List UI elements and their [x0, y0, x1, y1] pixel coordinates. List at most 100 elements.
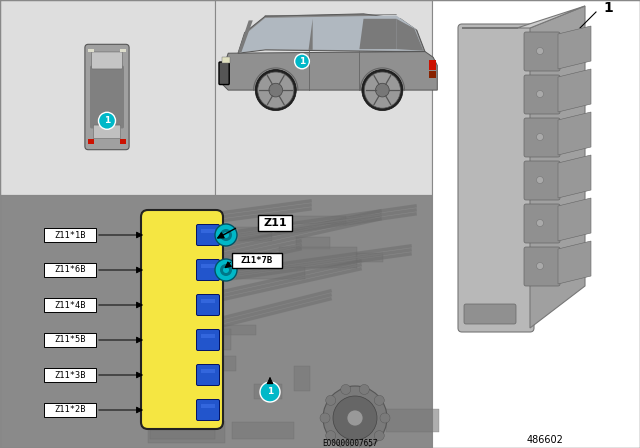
Polygon shape: [238, 21, 253, 52]
Polygon shape: [396, 19, 424, 51]
FancyBboxPatch shape: [219, 62, 229, 85]
Circle shape: [536, 47, 543, 55]
Circle shape: [320, 413, 330, 423]
Circle shape: [220, 229, 232, 241]
Polygon shape: [220, 52, 437, 90]
Bar: [44, 368, 96, 382]
Bar: [201, 299, 215, 303]
Bar: [254, 384, 282, 399]
Text: Z11*5B: Z11*5B: [54, 336, 86, 345]
FancyBboxPatch shape: [92, 52, 122, 69]
Text: Z11*3B: Z11*3B: [54, 370, 86, 379]
Bar: [154, 250, 172, 261]
Circle shape: [380, 413, 390, 423]
Polygon shape: [558, 155, 591, 198]
FancyBboxPatch shape: [524, 204, 560, 243]
Circle shape: [340, 384, 351, 395]
Polygon shape: [530, 6, 585, 328]
Polygon shape: [240, 16, 424, 52]
Text: 1: 1: [299, 57, 305, 66]
Circle shape: [347, 410, 363, 426]
Text: 1: 1: [104, 116, 110, 125]
Bar: [120, 48, 125, 52]
Circle shape: [269, 83, 283, 97]
Circle shape: [364, 72, 401, 108]
Bar: [201, 334, 215, 338]
FancyBboxPatch shape: [524, 247, 560, 286]
Bar: [213, 227, 273, 241]
Circle shape: [215, 224, 237, 246]
Text: Z11*4B: Z11*4B: [54, 301, 86, 310]
Bar: [172, 241, 191, 263]
Text: 1: 1: [603, 1, 613, 15]
FancyBboxPatch shape: [196, 224, 220, 246]
Bar: [429, 71, 436, 78]
Polygon shape: [558, 112, 591, 155]
Bar: [201, 404, 215, 408]
Bar: [207, 329, 230, 350]
Text: Z11*2B: Z11*2B: [54, 405, 86, 414]
Circle shape: [536, 263, 543, 270]
Circle shape: [536, 220, 543, 227]
Bar: [0, 0, 215, 195]
Circle shape: [536, 134, 543, 141]
FancyBboxPatch shape: [196, 294, 220, 315]
Polygon shape: [558, 198, 591, 241]
Text: Z11*1B: Z11*1B: [54, 231, 86, 240]
Circle shape: [362, 69, 403, 111]
Text: Z11*6B: Z11*6B: [54, 266, 86, 275]
Bar: [88, 139, 94, 144]
Bar: [432, 0, 640, 448]
FancyBboxPatch shape: [196, 259, 220, 280]
Polygon shape: [238, 14, 425, 53]
Bar: [44, 228, 96, 242]
Bar: [44, 298, 96, 312]
Circle shape: [326, 396, 336, 405]
Circle shape: [294, 54, 309, 69]
Circle shape: [223, 267, 229, 273]
Circle shape: [374, 396, 384, 405]
FancyBboxPatch shape: [464, 304, 516, 324]
Circle shape: [255, 69, 296, 111]
Bar: [44, 263, 96, 277]
Text: 486602: 486602: [527, 435, 563, 445]
Circle shape: [223, 232, 229, 238]
Bar: [429, 60, 436, 69]
Bar: [356, 254, 383, 262]
Bar: [296, 237, 330, 249]
Bar: [120, 139, 125, 144]
Bar: [258, 215, 292, 231]
Circle shape: [376, 83, 389, 97]
FancyBboxPatch shape: [524, 161, 560, 200]
Polygon shape: [308, 19, 313, 50]
Bar: [278, 247, 356, 267]
Bar: [201, 229, 215, 233]
Bar: [44, 403, 96, 417]
FancyBboxPatch shape: [90, 65, 124, 129]
Text: Z11: Z11: [263, 218, 287, 228]
Bar: [232, 422, 294, 439]
Polygon shape: [558, 69, 591, 112]
Circle shape: [340, 442, 351, 448]
Bar: [294, 366, 310, 391]
FancyBboxPatch shape: [93, 125, 120, 138]
Circle shape: [215, 259, 237, 281]
Circle shape: [326, 431, 336, 441]
Bar: [291, 215, 346, 224]
Polygon shape: [462, 6, 585, 28]
FancyBboxPatch shape: [141, 210, 223, 429]
Circle shape: [220, 264, 232, 276]
Bar: [150, 430, 216, 439]
Circle shape: [536, 177, 543, 184]
Circle shape: [99, 112, 115, 129]
Bar: [88, 48, 94, 52]
FancyBboxPatch shape: [196, 365, 220, 385]
Bar: [232, 253, 282, 268]
Circle shape: [359, 384, 369, 395]
Bar: [148, 422, 225, 443]
Circle shape: [258, 72, 294, 108]
Circle shape: [333, 396, 377, 440]
Circle shape: [374, 431, 384, 441]
Bar: [385, 409, 440, 432]
Bar: [0, 195, 432, 448]
